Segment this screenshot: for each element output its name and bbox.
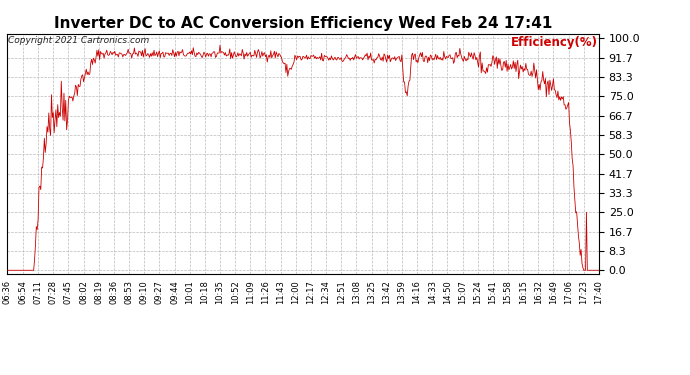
Text: Efficiency(%): Efficiency(%) (511, 36, 598, 49)
Text: Copyright 2021 Cartronics.com: Copyright 2021 Cartronics.com (8, 36, 149, 45)
Title: Inverter DC to AC Conversion Efficiency Wed Feb 24 17:41: Inverter DC to AC Conversion Efficiency … (54, 16, 552, 31)
